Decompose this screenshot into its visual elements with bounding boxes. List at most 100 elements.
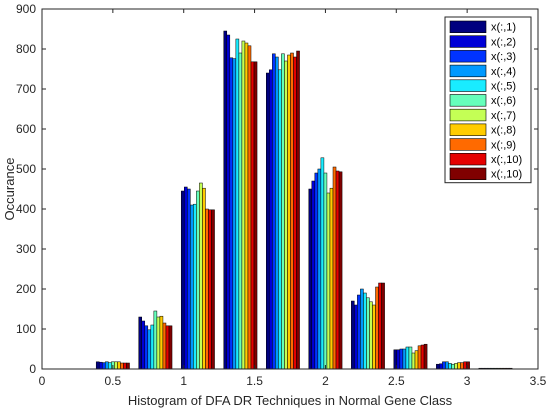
ticks-layer: 0 0.5 1 1.5 2 2.5 3 3.5 0 100 200 300 400 500 600 700 80… — [16, 2, 547, 388]
bar — [408, 346, 413, 370]
bar — [159, 315, 164, 370]
y-tick-label: 0 — [29, 362, 36, 376]
bar — [326, 192, 331, 370]
bar — [238, 52, 243, 370]
bar — [250, 61, 255, 370]
bar — [414, 350, 419, 370]
bar — [417, 345, 422, 370]
bar — [123, 362, 127, 370]
legend-label: x(:,9) — [491, 139, 516, 151]
bar — [454, 363, 458, 370]
bar — [405, 346, 410, 370]
bar — [372, 304, 376, 370]
bar — [442, 361, 446, 370]
bar — [463, 361, 467, 370]
bar — [323, 172, 328, 370]
x-tick-label: 1 — [180, 374, 187, 388]
bar — [448, 363, 452, 370]
bar — [311, 180, 316, 370]
bar — [329, 187, 334, 370]
bar — [439, 363, 443, 370]
bar — [402, 348, 407, 370]
bar — [144, 325, 149, 370]
y-tick-label: 700 — [16, 82, 36, 96]
legend-swatch — [449, 138, 487, 151]
bar — [184, 186, 188, 370]
bar — [253, 61, 258, 370]
bar — [284, 60, 288, 370]
bar — [317, 168, 322, 370]
bar — [378, 282, 382, 370]
legend-label: x(:,2) — [491, 36, 516, 48]
bar — [108, 362, 112, 370]
bar — [281, 53, 285, 370]
bar — [272, 53, 276, 370]
x-tick-label: 0 — [39, 374, 46, 388]
y-tick-label: 300 — [16, 242, 36, 256]
legend-swatch — [449, 123, 487, 136]
bar — [187, 188, 191, 370]
bar — [162, 322, 167, 370]
bar — [266, 72, 270, 370]
legend-label: x(:,10) — [491, 169, 522, 181]
bar — [275, 56, 279, 370]
y-axis-label: Occurance — [2, 158, 17, 221]
legend-label: x(:,1) — [491, 22, 516, 34]
bar — [202, 187, 206, 370]
bar — [445, 361, 449, 370]
legend-swatch — [449, 167, 487, 180]
bar — [156, 316, 161, 370]
bar — [338, 171, 343, 370]
bar — [153, 310, 158, 370]
legend-swatch — [449, 64, 487, 78]
bar — [332, 166, 337, 370]
bar — [138, 316, 143, 370]
legend-swatch — [449, 153, 487, 166]
bar — [451, 363, 455, 370]
y-tick-label: 500 — [16, 162, 36, 176]
bar — [436, 363, 440, 370]
legend-label: x(:,10) — [491, 154, 522, 166]
bar — [296, 50, 300, 370]
bar — [95, 361, 100, 370]
bar — [208, 209, 212, 370]
bar — [411, 352, 416, 370]
y-tick-label: 100 — [16, 322, 36, 336]
bar — [150, 324, 155, 370]
bar — [168, 325, 173, 370]
x-tick-label: 1.5 — [246, 374, 263, 388]
bar — [290, 52, 294, 370]
bar — [293, 56, 297, 370]
legend-swatch — [449, 35, 487, 48]
bar — [126, 362, 130, 370]
bar — [375, 286, 379, 370]
y-tick-label: 900 — [16, 2, 36, 16]
legend-swatch — [449, 108, 487, 122]
bar — [381, 282, 385, 370]
x-tick-label: 3.5 — [530, 374, 547, 388]
bar — [211, 209, 215, 370]
y-tick-label: 400 — [16, 202, 36, 216]
bar — [190, 204, 194, 370]
legend-swatch — [449, 94, 487, 107]
bar — [457, 362, 461, 370]
bar — [114, 361, 118, 370]
bar — [120, 362, 124, 370]
bar — [226, 34, 231, 370]
bar — [98, 361, 103, 370]
bar — [196, 190, 200, 370]
bar — [241, 40, 246, 370]
x-tick-label: 2 — [322, 374, 329, 388]
legend-label: x(:,3) — [491, 51, 516, 63]
bar — [399, 348, 404, 370]
bar — [335, 170, 340, 370]
bar — [232, 58, 237, 370]
y-tick-label: 200 — [16, 282, 36, 296]
bar — [102, 362, 106, 370]
y-tick-label: 800 — [16, 42, 36, 56]
bar — [351, 300, 355, 370]
bar — [141, 320, 146, 370]
bar — [244, 42, 249, 370]
bar — [366, 297, 370, 370]
legend-swatch — [449, 20, 487, 33]
